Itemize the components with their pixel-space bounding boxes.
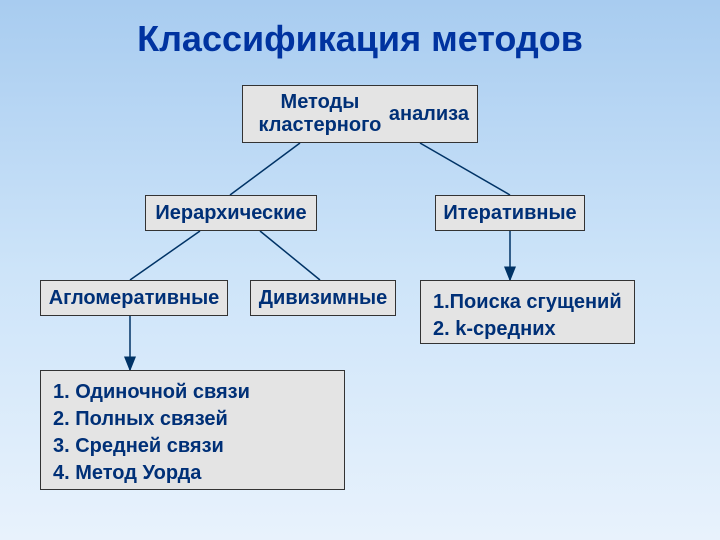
node-iter: Итеративные <box>435 195 585 231</box>
node-label: Иерархические <box>155 202 306 225</box>
node-label: Методы кластерного <box>251 91 389 137</box>
edge-hier-div <box>260 231 320 280</box>
node-line: 2. k-средних <box>433 316 556 343</box>
node-root: Методы кластерногоанализа <box>242 85 478 143</box>
node-line: 4. Метод Уорда <box>53 460 201 487</box>
node-hier: Иерархические <box>145 195 317 231</box>
node-aglolist: 1. Одиночной связи2. Полных связей3. Сре… <box>40 370 345 490</box>
node-aglo: Агломеративные <box>40 280 228 316</box>
node-iterlist: 1.Поиска сгущений2. k-средних <box>420 280 635 344</box>
edge-root-hier <box>230 143 300 195</box>
edge-hier-aglo <box>130 231 200 280</box>
node-line: 3. Средней связи <box>53 433 224 460</box>
node-div: Дивизимные <box>250 280 396 316</box>
node-label: Итеративные <box>443 202 576 225</box>
node-line: 1. Одиночной связи <box>53 379 250 406</box>
node-label: Дивизимные <box>259 287 387 310</box>
node-label: Агломеративные <box>49 287 220 310</box>
node-line: 1.Поиска сгущений <box>433 289 622 316</box>
node-label: анализа <box>389 103 469 126</box>
edge-root-iter <box>420 143 510 195</box>
node-line: 2. Полных связей <box>53 406 228 433</box>
page-title: Классификация методов <box>0 0 720 60</box>
